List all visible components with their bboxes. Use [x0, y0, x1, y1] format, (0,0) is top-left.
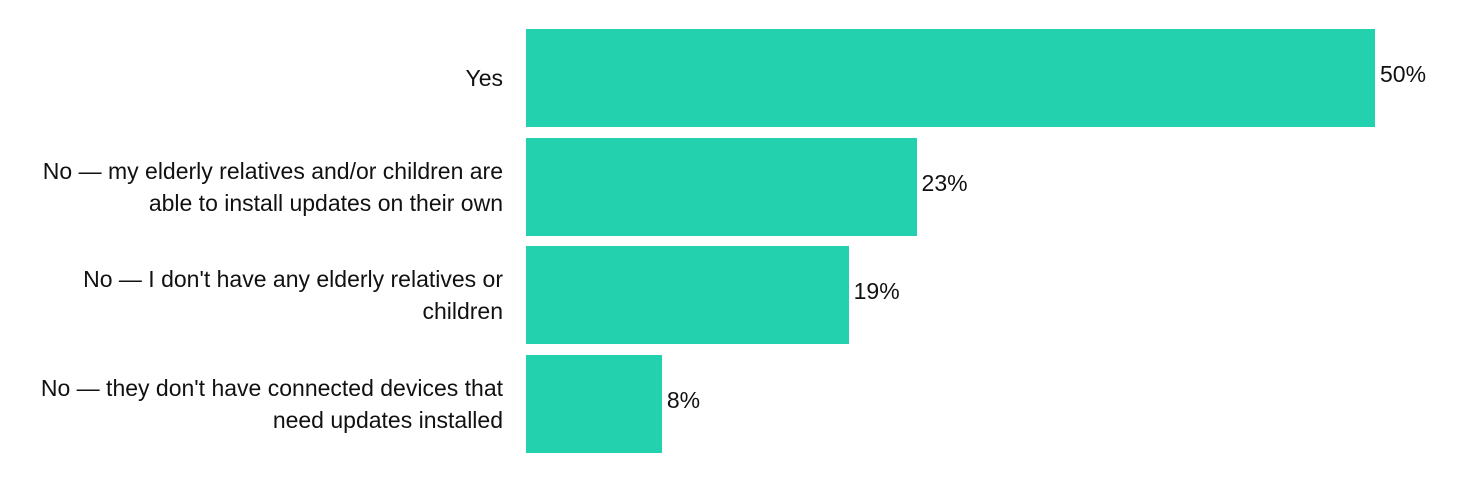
bar: [526, 137, 917, 236]
value-label: 50%: [1380, 61, 1427, 87]
bar: [526, 29, 1375, 127]
category-label-text: No — my elderly relatives and/or childre…: [42, 157, 503, 216]
category-label: Yes: [23, 29, 503, 127]
bar: [526, 246, 849, 344]
category-label-text: No — I don't have any elderly relatives …: [83, 266, 503, 324]
category-label: No — my elderly relatives and/or childre…: [23, 138, 503, 236]
category-label: No — they don't have connected devices t…: [23, 355, 503, 453]
value-label: 23%: [921, 169, 968, 196]
category-label-text: Yes: [465, 65, 503, 91]
value-label: 8%: [666, 386, 701, 413]
value-label: 19%: [853, 278, 900, 304]
category-label-text: No — they don't have connected devices t…: [40, 374, 503, 433]
bar: [526, 354, 662, 453]
category-label: No — I don't have any elderly relatives …: [23, 246, 503, 344]
